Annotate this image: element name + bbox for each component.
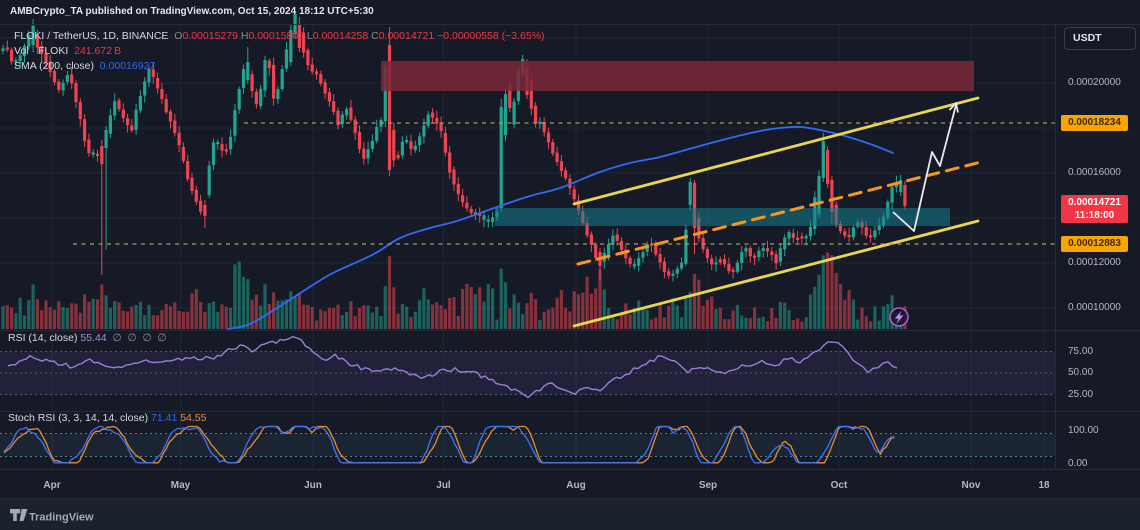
svg-text:TradingView: TradingView [29, 512, 94, 524]
